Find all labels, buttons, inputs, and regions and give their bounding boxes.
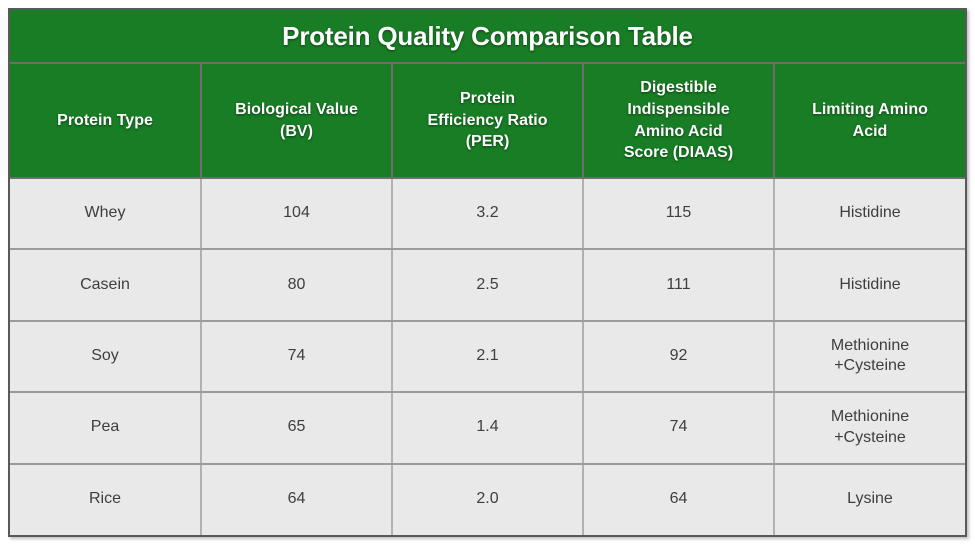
table-body: Whey 104 3.2 115 Histidine Casein 80 2.5 111 Hist… xyxy=(10,178,965,535)
table-title: Protein Quality Comparison Table xyxy=(10,10,965,64)
column-header-limiting-amino-acid: Limiting Amino Acid xyxy=(773,63,965,179)
table-row: Casein 80 2.5 111 Histidine xyxy=(10,249,965,322)
table-cell: 104 xyxy=(200,178,393,251)
column-header-biological-value: Biological Value (BV) xyxy=(200,63,393,179)
table-cell: 65 xyxy=(200,392,393,465)
table-cell: 80 xyxy=(200,249,393,322)
table-cell: Soy xyxy=(10,320,202,394)
table-row: Whey 104 3.2 115 Histidine xyxy=(10,178,965,251)
table-cell: Whey xyxy=(10,178,202,251)
column-header-protein-efficiency-ratio: Protein Efficiency Ratio (PER) xyxy=(391,63,584,179)
title-row: Protein Quality Comparison Table xyxy=(10,10,965,64)
header-row: Protein Type Biological Value (BV) Prote… xyxy=(10,63,965,179)
table-cell: 3.2 xyxy=(391,178,584,251)
table-cell: 2.0 xyxy=(391,463,584,535)
table-row: Pea 65 1.4 74 Methionine +Cysteine xyxy=(10,392,965,465)
table-cell: 2.1 xyxy=(391,320,584,394)
table-cell: 64 xyxy=(200,463,393,535)
table-cell: 74 xyxy=(200,320,393,394)
table-row: Soy 74 2.1 92 Methionine +Cysteine xyxy=(10,320,965,394)
column-header-protein-type: Protein Type xyxy=(10,63,202,179)
table-cell: 64 xyxy=(582,463,775,535)
table-cell: 74 xyxy=(582,392,775,465)
table-cell: 115 xyxy=(582,178,775,251)
table-cell: Rice xyxy=(10,463,202,535)
table-cell: Methionine +Cysteine xyxy=(773,320,965,394)
table-cell: Lysine xyxy=(773,463,965,535)
table-cell: 1.4 xyxy=(391,392,584,465)
table-cell: Casein xyxy=(10,249,202,322)
comparison-table: Protein Quality Comparison Table Protein… xyxy=(10,10,965,535)
table-cell: Methionine +Cysteine xyxy=(773,392,965,465)
table-cell: 92 xyxy=(582,320,775,394)
table-cell: Histidine xyxy=(773,178,965,251)
protein-quality-table: Protein Quality Comparison Table Protein… xyxy=(8,8,967,537)
table-cell: Histidine xyxy=(773,249,965,322)
table-cell: 2.5 xyxy=(391,249,584,322)
table-cell: 111 xyxy=(582,249,775,322)
table-cell: Pea xyxy=(10,392,202,465)
table-row: Rice 64 2.0 64 Lysine xyxy=(10,463,965,535)
column-header-diaas: Digestible Indispensible Amino Acid Scor… xyxy=(582,63,775,179)
